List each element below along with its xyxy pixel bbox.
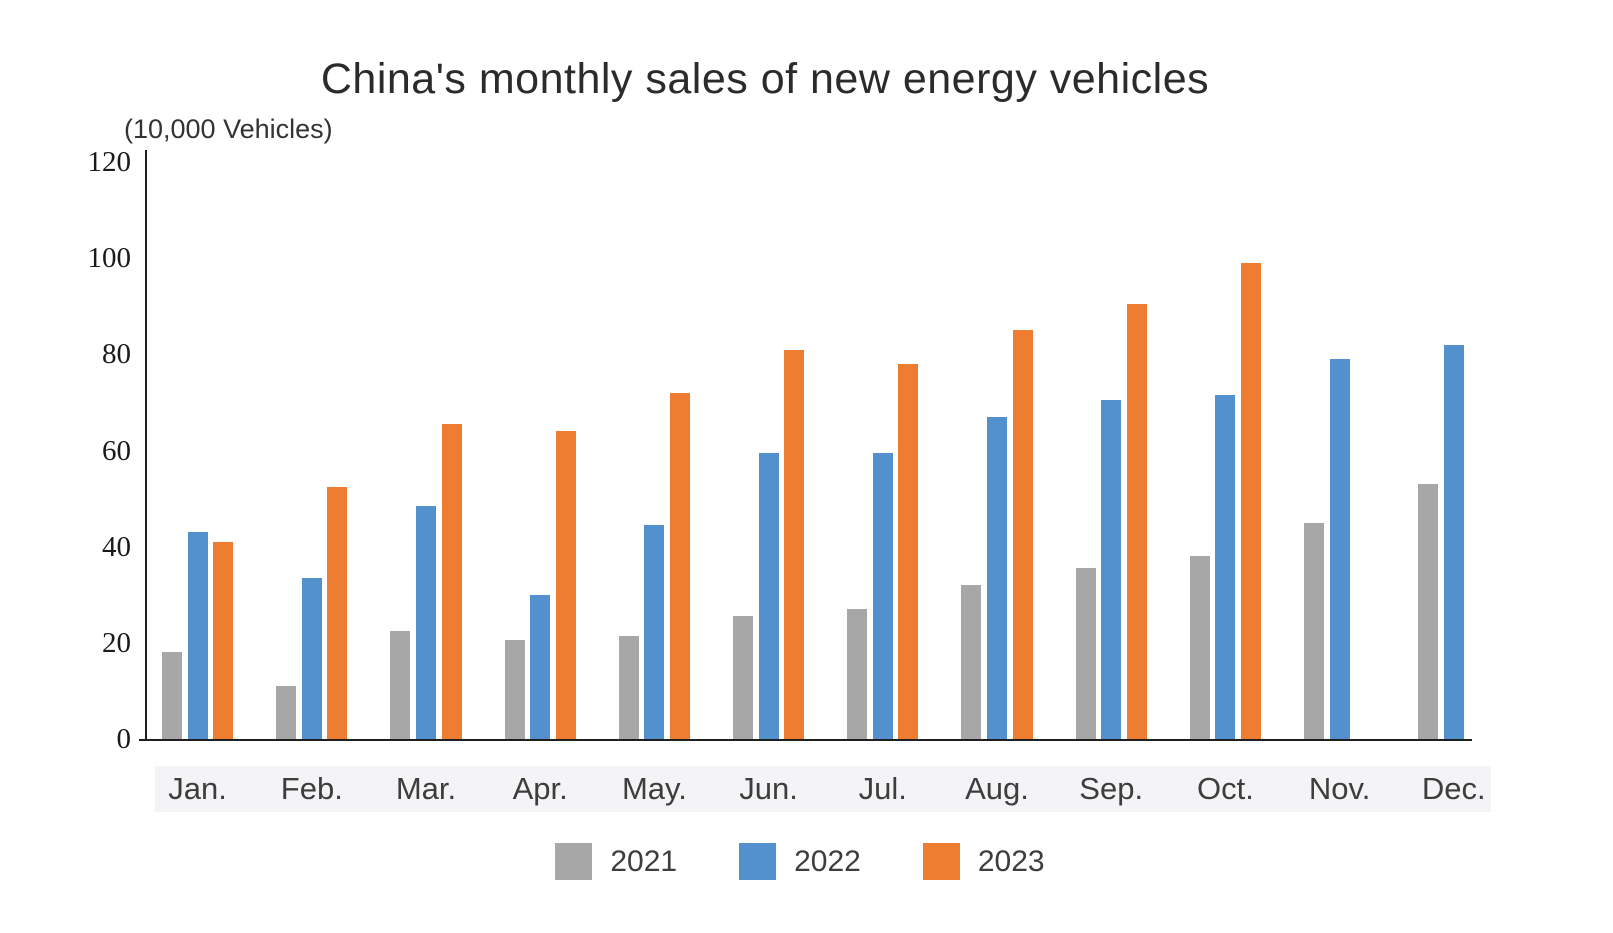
bar-2021-may [618,635,639,739]
bar-2022-jan [187,532,208,739]
bar-2021-jul [847,609,868,739]
bar-2023-feb [327,486,348,739]
bar-2022-jun [758,452,779,739]
legend-label-2021: 2021 [610,845,678,878]
month-label-sep: Sep. [1079,771,1144,806]
bar-2021-mar [390,630,411,739]
legend-label-2023: 2023 [977,845,1045,878]
bar-2021-nov [1304,522,1324,739]
bar-2023-jul [898,363,919,739]
month-label-mar: Mar. [395,771,457,806]
x-axis-line [139,739,1472,741]
bar-2023-jan [213,541,234,739]
bar-2023-sep [1126,303,1147,739]
month-label-jan: Jan. [168,771,227,806]
bar-2021-aug [961,585,982,739]
y-axis-unit-label: (10,000 Vehicles) [124,114,333,144]
month-label-apr: Apr. [512,771,568,806]
month-label-may: May. [621,771,687,806]
bar-2021-feb [276,686,297,739]
legend-item-2022: 2022 [739,843,861,880]
month-label-nov: Nov. [1308,771,1371,806]
bar-2023-aug [1012,330,1033,739]
ytick-label: 60 [102,434,131,467]
month-label-jul: Jul. [858,771,907,806]
bar-2022-feb [301,577,322,739]
bar-2022-dec [1443,344,1464,739]
legend-swatch-2022 [739,843,777,880]
bar-2022-nov [1329,359,1350,739]
plot-area [145,162,1470,739]
legend-label-2022: 2022 [794,845,861,878]
bar-2021-dec [1418,484,1439,739]
legend-item-2021: 2021 [555,843,677,880]
ytick-label: 40 [102,530,131,563]
bar-2022-mar [416,505,436,739]
bar-2021-jan [162,652,182,739]
month-label-jun: Jun. [739,771,798,806]
bar-2021-sep [1075,568,1096,739]
ytick-label: 100 [87,242,132,275]
bar-2021-jun [733,616,753,739]
bar-2023-mar [441,424,462,739]
ytick-label: 0 [116,723,132,755]
bar-2023-may [670,392,690,739]
ytick-label: 20 [102,626,131,659]
bar-2021-apr [504,640,525,739]
bar-2023-jun [784,349,805,739]
ytick-label: 120 [87,146,132,178]
ytick-label: 80 [102,338,131,371]
bar-2023-apr [555,431,576,739]
legend-item-2023: 2023 [922,843,1045,880]
bar-2022-aug [987,416,1007,739]
bar-2022-oct [1215,395,1236,739]
month-label-dec: Dec. [1421,771,1486,806]
y-axis-line [145,150,147,741]
bar-2022-jul [872,452,893,739]
legend: 2021 2022 2023 [0,843,1600,880]
legend-swatch-2023 [922,843,960,880]
legend-swatch-2021 [555,843,593,880]
bar-2023-oct [1241,262,1261,739]
bar-2022-may [644,525,665,739]
bar-2022-apr [530,594,551,739]
x-axis-label-band: Jan. Feb. Mar. Apr. May. Jun. Jul. Aug. Sep. Oct.… [155,766,1491,812]
month-label-feb: Feb. [280,771,343,806]
bar-2021-oct [1189,556,1210,739]
month-label-oct: Oct. [1196,771,1254,806]
chart-title: China's monthly sales of new energy vehi… [320,55,1210,103]
month-label-aug: Aug. [965,771,1029,806]
bar-2022-sep [1101,400,1122,739]
